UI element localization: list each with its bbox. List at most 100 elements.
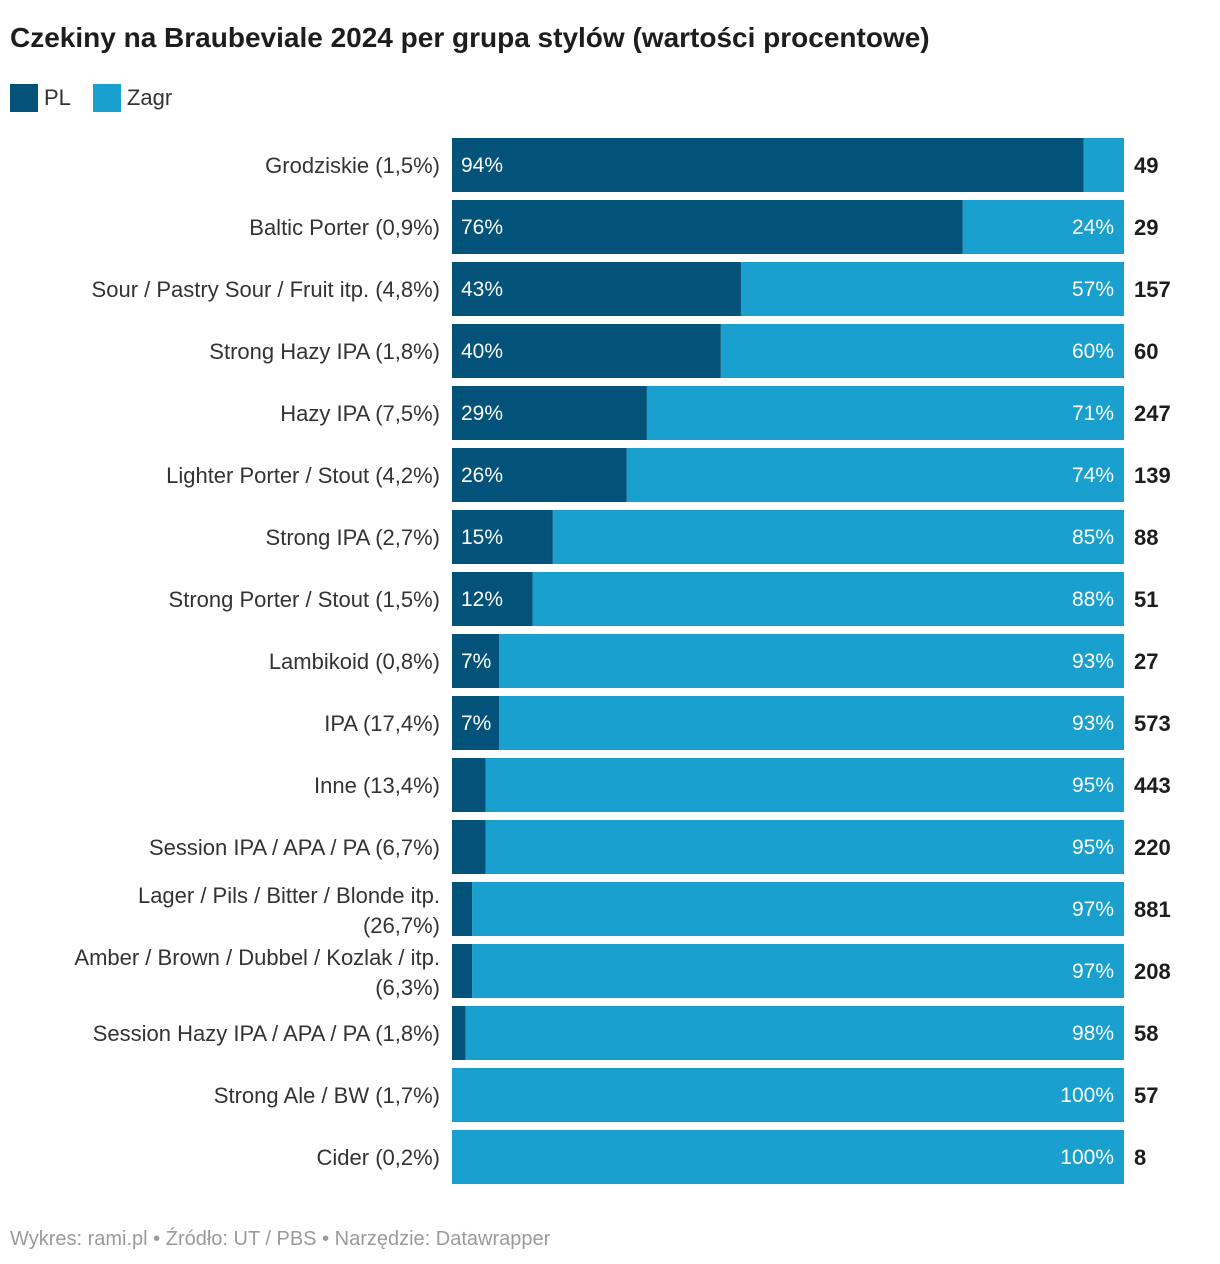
category-label: Strong Hazy IPA (1,8%): [209, 339, 440, 364]
bar-pl: [452, 200, 963, 254]
bar-pl: [452, 386, 647, 440]
data-label-pl: 43%: [461, 278, 503, 301]
legend-swatch-zagr: [92, 84, 121, 112]
data-label-pl: 7%: [461, 650, 491, 673]
bar-pl: [452, 1006, 466, 1060]
bar-pl: [452, 448, 627, 502]
bar-zagr: [646, 386, 1124, 440]
total-label: 220: [1134, 835, 1171, 860]
bar-zagr: [452, 1068, 1124, 1122]
legend-swatch-pl: [10, 84, 38, 112]
chart-title: Czekiny na Braubeviale 2024 per grupa st…: [10, 22, 930, 53]
data-label-zagr: 100%: [1060, 1084, 1114, 1107]
legend-item-zagr: Zagr: [92, 84, 173, 112]
data-label-zagr: 57%: [1072, 278, 1114, 301]
total-label: 88: [1134, 525, 1158, 550]
category-label: Sour / Pastry Sour / Fruit itp. (4,8%): [92, 277, 440, 302]
data-label-zagr: 98%: [1072, 1022, 1114, 1045]
data-label-pl: 15%: [461, 526, 503, 549]
bar-zagr: [499, 634, 1124, 688]
total-label: 247: [1134, 401, 1171, 426]
legend-label-pl: PL: [44, 85, 71, 110]
data-label-zagr: 97%: [1072, 960, 1114, 983]
category-label: Strong IPA (2,7%): [266, 525, 440, 550]
bar-pl: [452, 510, 553, 564]
total-label: 157: [1134, 277, 1171, 302]
legend: PL Zagr: [10, 84, 194, 112]
data-label-pl: 7%: [461, 712, 491, 735]
total-label: 139: [1134, 463, 1171, 488]
bar-zagr: [485, 758, 1125, 812]
data-label-zagr: 97%: [1072, 898, 1114, 921]
data-label-zagr: 60%: [1072, 340, 1114, 363]
bar-pl: [452, 262, 741, 316]
total-label: 58: [1134, 1021, 1158, 1046]
footer-credits: Wykres: rami.pl • Źródło: UT / PBS • Nar…: [10, 1228, 551, 1250]
bar-zagr: [452, 1130, 1124, 1184]
bar-pl: [452, 634, 500, 688]
bar-zagr: [499, 696, 1124, 750]
bar-zagr: [472, 944, 1124, 998]
total-label: 49: [1134, 153, 1158, 178]
category-label: Session IPA / APA / PA (6,7%): [149, 835, 440, 860]
legend-label-zagr: Zagr: [126, 85, 173, 110]
data-label-pl: 76%: [461, 216, 503, 239]
data-label-zagr: 93%: [1072, 712, 1114, 735]
bar-pl: [452, 820, 486, 874]
total-label: 51: [1134, 587, 1158, 612]
bar-pl: [452, 944, 473, 998]
total-label: 29: [1134, 215, 1158, 240]
category-label: Cider (0,2%): [317, 1145, 440, 1170]
bar-pl: [452, 138, 1084, 192]
data-label-pl: 94%: [461, 154, 503, 177]
bar-zagr: [532, 572, 1124, 626]
bar-zagr: [472, 882, 1124, 936]
total-label: 208: [1134, 959, 1171, 984]
data-label-zagr: 24%: [1072, 216, 1114, 239]
category-label: IPA (17,4%): [324, 711, 440, 736]
total-label: 27: [1134, 649, 1158, 674]
data-label-zagr: 95%: [1072, 836, 1114, 859]
category-label: Lager / Pils / Bitter / Blonde itp. (26,7…: [138, 883, 440, 938]
category-label: Lambikoid (0,8%): [269, 649, 440, 674]
bar-zagr: [485, 820, 1125, 874]
total-label: 881: [1134, 897, 1171, 922]
category-label: Hazy IPA (7,5%): [280, 401, 440, 426]
data-label-pl: 26%: [461, 464, 503, 487]
total-label: 573: [1134, 711, 1171, 736]
bar-chart: Grodziskie (1,5%) 94% 49 Baltic Porter (0,9…: [74, 138, 1171, 1184]
bar-pl: [452, 572, 533, 626]
bar-zagr: [740, 262, 1124, 316]
data-label-zagr: 74%: [1072, 464, 1114, 487]
bar-pl: [452, 882, 473, 936]
data-label-zagr: 88%: [1072, 588, 1114, 611]
total-label: 57: [1134, 1083, 1158, 1108]
bar-zagr: [552, 510, 1124, 564]
data-label-zagr: 100%: [1060, 1146, 1114, 1169]
bar-pl: [452, 758, 486, 812]
total-label: 8: [1134, 1145, 1146, 1170]
data-label-zagr: 85%: [1072, 526, 1114, 549]
category-label: Strong Ale / BW (1,7%): [214, 1083, 440, 1108]
category-label: Amber / Brown / Dubbel / Kozlak / itp. (6…: [74, 945, 440, 1000]
bar-pl: [452, 324, 721, 378]
category-label: Grodziskie (1,5%): [265, 153, 440, 178]
data-label-pl: 12%: [461, 588, 503, 611]
category-label: Strong Porter / Stout (1,5%): [169, 587, 440, 612]
bar-pl: [452, 696, 500, 750]
data-label-pl: 29%: [461, 402, 503, 425]
category-label: Baltic Porter (0,9%): [249, 215, 440, 240]
category-label: Session Hazy IPA / APA / PA (1,8%): [93, 1021, 440, 1046]
bar-zagr: [626, 448, 1124, 502]
category-label: Lighter Porter / Stout (4,2%): [166, 463, 440, 488]
total-label: 443: [1134, 773, 1171, 798]
data-label-zagr: 95%: [1072, 774, 1114, 797]
legend-item-pl: PL: [10, 84, 71, 112]
bar-zagr: [465, 1006, 1124, 1060]
data-label-zagr: 93%: [1072, 650, 1114, 673]
data-label-pl: 40%: [461, 340, 503, 363]
total-label: 60: [1134, 339, 1158, 364]
bar-zagr: [962, 200, 1124, 254]
bar-zagr: [1083, 138, 1124, 192]
data-label-zagr: 71%: [1072, 402, 1114, 425]
